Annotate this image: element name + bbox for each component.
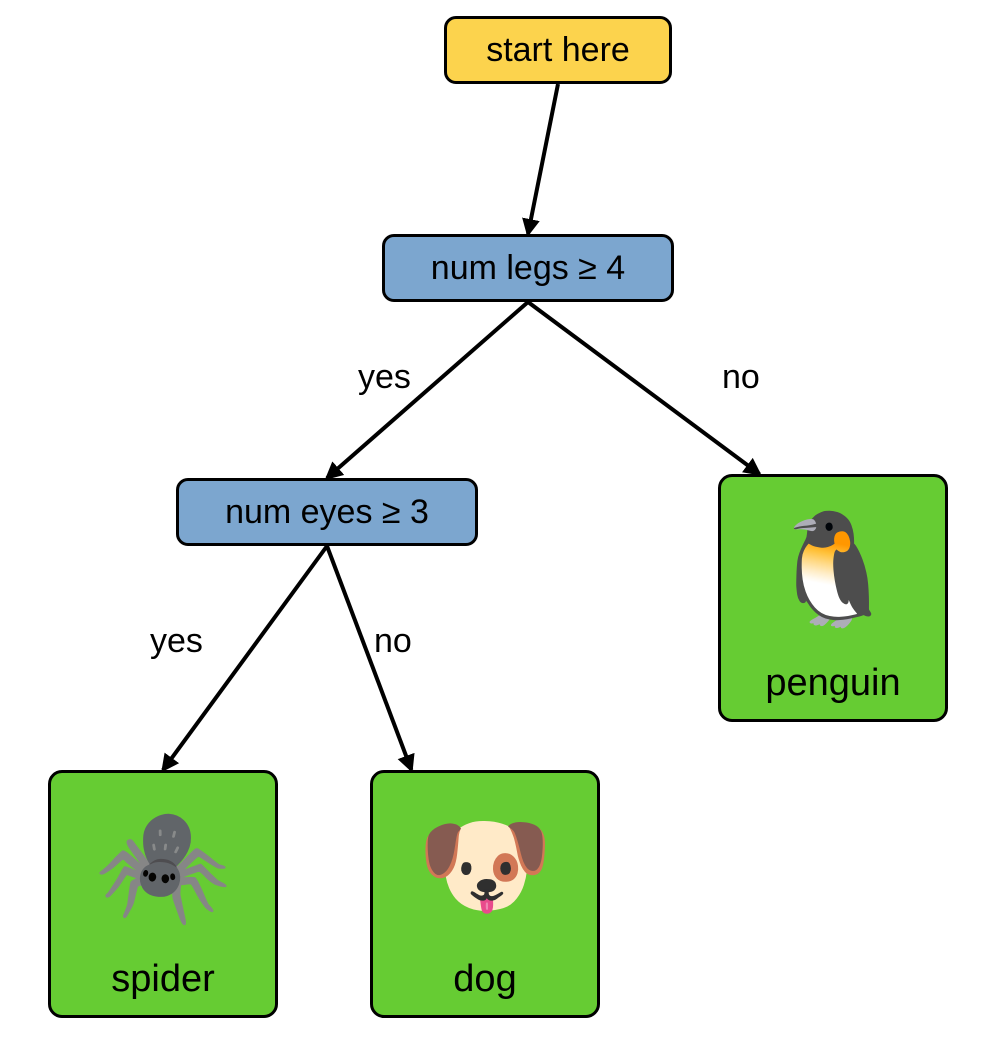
leaf-label-dog: dog [453,959,516,1001]
leaf-node-penguin: 🐧 penguin [718,474,948,722]
leaf-label-penguin: penguin [765,663,900,705]
decision-node-legs: num legs ≥ 4 [382,234,674,302]
decision-node-eyes-label: num eyes ≥ 3 [225,493,429,532]
spider-icon: 🕷️ [95,773,232,959]
edge-label-legs-yes: yes [358,358,411,397]
decision-tree-diagram: start here num legs ≥ 4 num eyes ≥ 3 🐧 p… [0,0,1000,1044]
leaf-label-spider: spider [111,959,215,1001]
decision-node-eyes: num eyes ≥ 3 [176,478,478,546]
edge-label-eyes-yes: yes [150,622,203,661]
leaf-node-dog: 🐶 dog [370,770,600,1018]
edge-label-eyes-no: no [374,622,412,661]
start-node-label: start here [486,31,630,70]
leaf-node-spider: 🕷️ spider [48,770,278,1018]
decision-node-legs-label: num legs ≥ 4 [431,249,625,288]
penguin-icon: 🐧 [765,477,902,663]
edge-label-legs-no: no [722,358,760,397]
dog-icon: 🐶 [417,773,554,959]
start-node: start here [444,16,672,84]
